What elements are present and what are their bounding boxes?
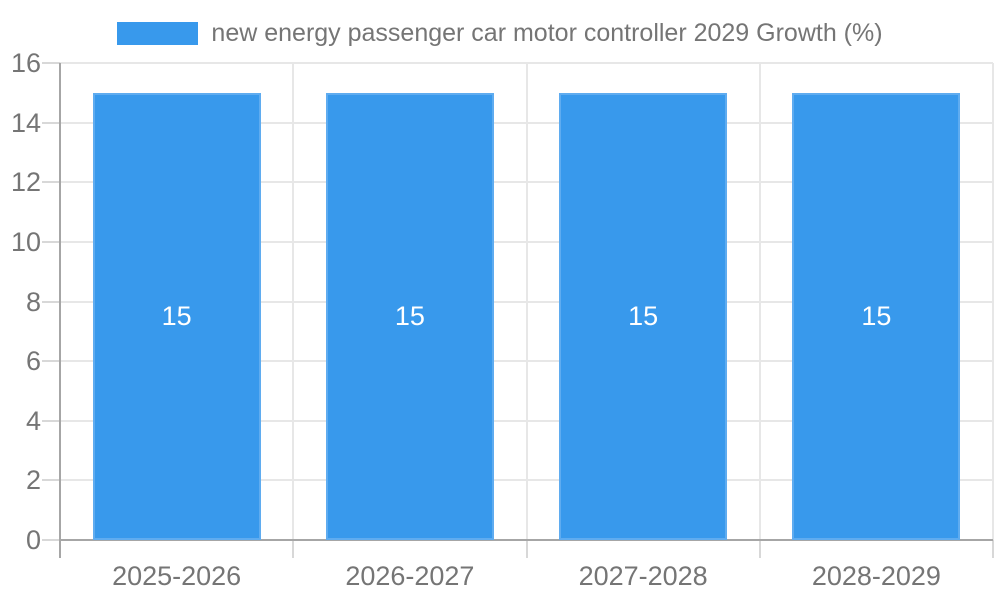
y-tick [42, 181, 60, 184]
bar [92, 92, 261, 540]
legend-label: new energy passenger car motor controlle… [211, 19, 883, 47]
y-tick [42, 62, 60, 64]
y-tick [42, 539, 60, 541]
y-tick-label: 14 [10, 107, 41, 138]
y-tick-label: 12 [10, 167, 41, 198]
y-tick-label: 8 [25, 286, 41, 317]
y-tick [42, 240, 60, 243]
y-tick-label: 4 [25, 405, 41, 436]
y-tick [42, 419, 60, 422]
y-tick [42, 360, 60, 363]
x-category-label: 2026-2027 [345, 561, 475, 591]
bar-value-label: 15 [161, 301, 192, 332]
x-tick [992, 540, 994, 558]
bar-value-label: 15 [628, 301, 659, 332]
y-axis-line [59, 63, 61, 558]
x-category-label: 2027-2028 [578, 561, 708, 591]
x-axis-line [60, 539, 993, 541]
y-tick [42, 479, 60, 482]
x-gridline [292, 63, 295, 540]
x-category-label: 2028-2029 [811, 561, 941, 591]
x-tick [758, 540, 761, 558]
bar [559, 92, 728, 540]
bar-value-label: 15 [394, 301, 425, 332]
x-tick [292, 540, 295, 558]
bar-value-label: 15 [861, 301, 892, 332]
legend-item[interactable]: new energy passenger car motor controlle… [117, 18, 883, 48]
bar [792, 92, 961, 540]
x-gridline [992, 63, 994, 540]
x-gridline [758, 63, 761, 540]
x-tick [525, 540, 528, 558]
bar [325, 92, 494, 540]
x-gridline [525, 63, 528, 540]
y-tick [42, 300, 60, 303]
y-tick-label: 6 [25, 346, 41, 377]
y-tick-label: 0 [25, 525, 41, 555]
y-tick [42, 121, 60, 124]
chart-legend: new energy passenger car motor controlle… [0, 18, 1000, 48]
x-category-label: 2025-2026 [112, 561, 242, 591]
y-tick-label: 16 [10, 48, 41, 78]
legend-color-swatch [117, 21, 199, 45]
y-tick-label: 10 [10, 226, 41, 257]
y-tick-label: 2 [25, 465, 41, 496]
